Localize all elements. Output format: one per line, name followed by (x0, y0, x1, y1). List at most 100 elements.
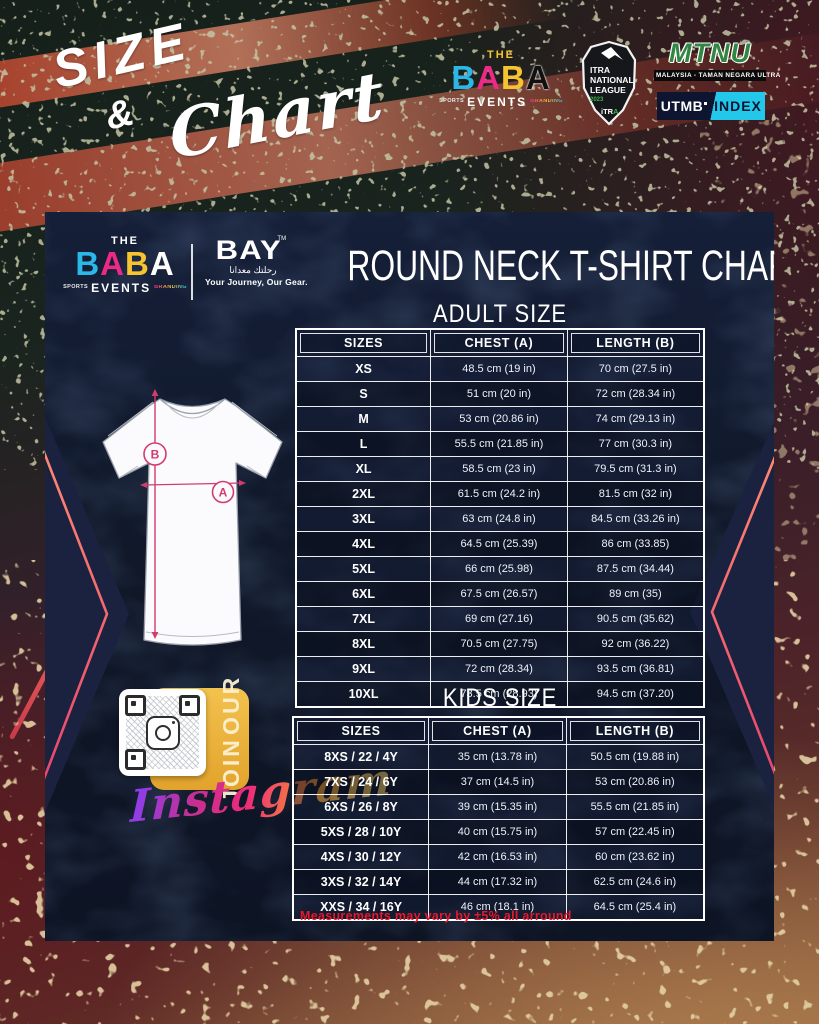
kids-size-row: 6XS / 26 / 8Y 39 cm (15.35 in) 55.5 cm (… (292, 794, 705, 820)
chest-value: 63 cm (24.8 in) (430, 506, 568, 532)
chest-value: 53 cm (20.86 in) (430, 406, 568, 432)
length-value: 53 cm (20.86 in) (565, 769, 705, 795)
length-value: 57 cm (22.45 in) (565, 819, 705, 845)
utmb-label: UTMB (657, 92, 711, 120)
adult-size-row: 5XL 66 cm (25.98) 87.5 cm (34.44) (295, 556, 705, 582)
qr-finder (125, 695, 146, 716)
size-label: 3XL (295, 506, 432, 532)
size-chart-panel: THE BABA SPORTS EVENTS BRANDING BAYTM رح… (45, 212, 774, 941)
measurement-note: Measurements may vary by ±5% all arround (300, 909, 572, 923)
length-value: 84.5 cm (33.26 in) (566, 506, 705, 532)
length-value: 72 cm (28.34 in) (566, 381, 705, 407)
chest-value: 69 cm (27.16) (430, 606, 568, 632)
length-value: 50.5 cm (19.88 in) (565, 744, 705, 770)
size-label: 6XS / 26 / 8Y (292, 794, 430, 820)
size-label: 9XL (295, 656, 432, 682)
bay-tagline: Your Journey, Our Gear. (205, 276, 308, 287)
itra-line3: LEAGUE (590, 85, 626, 95)
baba-letter: A (476, 59, 501, 96)
adult-size-row: 7XL 69 cm (27.16) 90.5 cm (35.62) (295, 606, 705, 632)
itra-brand: iTRA (601, 107, 619, 116)
adult-size-row: 6XL 67.5 cm (26.57) 89 cm (35) (295, 581, 705, 607)
size-label: 4XS / 30 / 12Y (292, 844, 430, 870)
itra-line2: NATIONAL (590, 75, 634, 85)
adult-size-row: 10XL 73.5 cm (28.93) 94.5 cm (37.20) (295, 681, 705, 708)
chest-value: 72 cm (28.34) (430, 656, 568, 682)
measure-a-circle (211, 480, 235, 504)
itra-national-league-badge: ITRA NATIONAL LEAGUE 2023 iTRA (581, 40, 637, 126)
itra-year: 2023 (590, 97, 604, 103)
baba-sports-label: SPORTS (63, 284, 89, 291)
chest-value: 42 cm (16.53 in) (428, 844, 567, 870)
adult-size-row: S 51 cm (20 in) 72 cm (28.34 in) (295, 381, 705, 407)
adult-size-row: M 53 cm (20.86 in) 74 cm (29.13 in) (295, 406, 705, 432)
kids-size-row: 8XS / 22 / 4Y 35 cm (13.78 in) 50.5 cm (… (292, 744, 705, 770)
baba-letters: BABA (69, 247, 181, 280)
adult-size-row: 9XL 72 cm (28.34) 93.5 cm (36.81) (295, 656, 705, 682)
column-header: SIZES (292, 716, 430, 745)
kids-size-row: 3XS / 32 / 14Y 44 cm (17.32 in) 62.5 cm … (292, 869, 705, 895)
size-label: 7XS / 24 / 6Y (292, 769, 430, 795)
size-label: 8XS / 22 / 4Y (292, 744, 430, 770)
bay-logo: BAYTM رحلتك معدانا Your Journey, Our Gea… (205, 236, 308, 287)
baba-letter: B (501, 59, 526, 96)
heading-ampersand: & (101, 91, 138, 139)
mtnu-logo: MTNU MALAYSIA - TAMAN NEGARA ULTRA (654, 38, 781, 81)
adult-table-body: XS 48.5 cm (19 in) 70 cm (27.5 in) S 51 … (295, 356, 705, 708)
mtnu-caption: MALAYSIA - TAMAN NEGARA ULTRA (654, 70, 781, 81)
adult-size-row: 3XL 63 cm (24.8 in) 84.5 cm (33.26 in) (295, 506, 705, 532)
kids-table-header-row: SIZES CHEST (A) LENGTH (B) (292, 716, 705, 745)
baba-letter: A (149, 245, 175, 282)
tshirt-diagram: B A (102, 389, 283, 646)
mountain-icon (601, 47, 623, 60)
size-label: 7XL (295, 606, 432, 632)
chest-value: 51 cm (20 in) (430, 381, 568, 407)
chest-value: 66 cm (25.98) (430, 556, 568, 582)
baba-letter: B (75, 245, 101, 282)
adult-table-header-row: SIZES CHEST (A) LENGTH (B) (295, 328, 705, 357)
length-value: 86 cm (33.85) (566, 531, 705, 557)
adult-size-row: 8XL 70.5 cm (27.75) 92 cm (36.22) (295, 631, 705, 657)
size-label: 10XL (295, 681, 432, 708)
length-value: 94.5 cm (37.20) (566, 681, 705, 708)
length-value: 64.5 cm (25.4 in) (565, 894, 705, 921)
qr-code (119, 689, 206, 776)
adult-size-heading: ADULT SIZE (433, 300, 567, 328)
chest-value: 58.5 cm (23 in) (430, 456, 568, 482)
itra-line1: ITRA (590, 65, 610, 75)
length-value: 93.5 cm (36.81) (566, 656, 705, 682)
baba-branding-label: BRANDING (154, 284, 187, 291)
length-value: 70 cm (27.5 in) (566, 356, 705, 382)
chest-value: 64.5 cm (25.39) (430, 531, 568, 557)
baba-the-label: THE (487, 49, 515, 61)
chest-value: 35 cm (13.78 in) (428, 744, 567, 770)
baba-letters: BABA (445, 61, 557, 94)
tshirt-collar-inner (164, 401, 221, 419)
baba-events-label: EVENTS (91, 281, 152, 295)
chest-value: 48.5 cm (19 in) (430, 356, 568, 382)
instagram-icon (145, 715, 180, 750)
qr-finder (179, 695, 200, 716)
panel-title: ROUND NECK T-SHIRT CHART (347, 242, 774, 290)
trademark-dot (704, 101, 708, 105)
bay-arabic-text: رحلتك معدانا (229, 265, 277, 276)
kids-size-row: 5XS / 28 / 10Y 40 cm (15.75 in) 57 cm (2… (292, 819, 705, 845)
length-value: 81.5 cm (32 in) (566, 481, 705, 507)
baba-branding-label: BRANDING (530, 98, 563, 105)
measure-b-label: B (151, 448, 160, 462)
size-label: 6XL (295, 581, 432, 607)
length-value: 89 cm (35) (566, 581, 705, 607)
bay-tm: TM (277, 236, 287, 242)
chest-value: 39 cm (15.35 in) (428, 794, 567, 820)
logo-divider (191, 244, 193, 300)
baba-the-label: THE (111, 235, 139, 247)
length-value: 74 cm (29.13 in) (566, 406, 705, 432)
chest-value: 37 cm (14.5 in) (428, 769, 567, 795)
chest-value: 46 cm (18.1 in) (428, 894, 567, 921)
length-value: 90.5 cm (35.62) (566, 606, 705, 632)
size-label: 3XS / 32 / 14Y (292, 869, 430, 895)
column-header: SIZES (295, 328, 432, 357)
length-value: 55.5 cm (21.85 in) (565, 794, 705, 820)
utmb-index-badge: UTMB INDEX (657, 92, 765, 120)
